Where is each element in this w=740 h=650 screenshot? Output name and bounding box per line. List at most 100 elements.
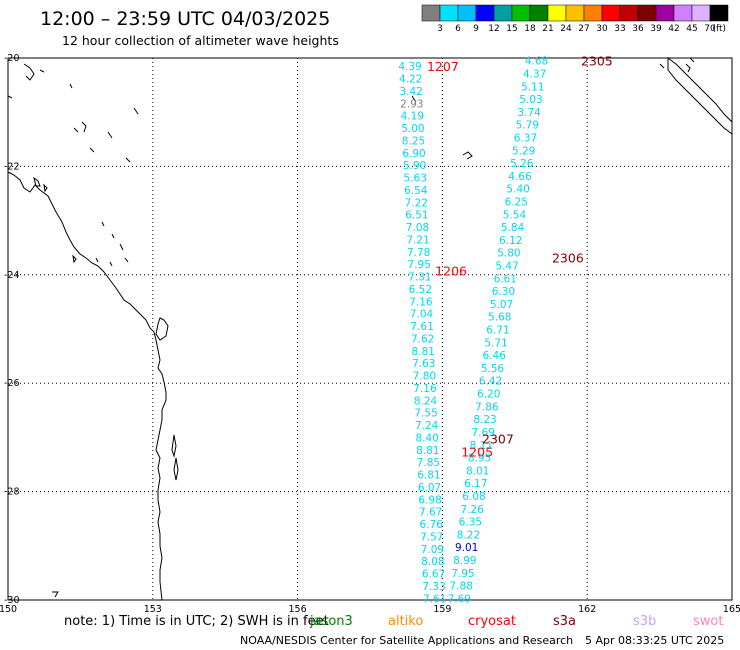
reef-island (119, 243, 124, 251)
swh-value-label: 8.23 (473, 414, 496, 426)
swh-value-label: 7.08 (406, 222, 429, 234)
scale-swatch (673, 4, 693, 22)
swh-value-label: 5.68 (488, 312, 511, 324)
swh-value-label: 5.00 (401, 123, 424, 135)
swh-value-label: 8.08 (421, 556, 444, 568)
swh-value-label: 8.99 (453, 555, 476, 567)
scale-tick-label: 39 (650, 24, 662, 34)
altimeter-track-b: 4.684.375.115.033.745.796.375.295.264.66… (448, 56, 549, 606)
lord-howe-marker (52, 591, 59, 598)
swh-value-label: 8.25 (402, 135, 425, 147)
scale-swatch (565, 4, 585, 22)
longitude-tick-label: 156 (289, 604, 307, 615)
swh-value-label: 4.68 (525, 56, 548, 68)
swh-value-label: 6.20 (477, 389, 500, 401)
new-caledonia-islet (689, 57, 695, 63)
map-area: 4.394.223.422.934.195.008.256.905.905.63… (7, 54, 733, 606)
swh-value-label: 7.69 (472, 427, 495, 439)
scale-tick-label: 18 (524, 24, 536, 34)
swh-value-label: 5.47 (495, 261, 518, 273)
scale-tick-label: 33 (614, 24, 625, 34)
coral-sea-reef (133, 107, 139, 115)
pass-time-label: 1206 (435, 263, 467, 278)
swh-color-scale: 3 6 9 12 15 18 21 24 27 30 33 36 39 42 45 70(ft) (421, 4, 729, 34)
legend-item-jason3: jason3 (309, 614, 353, 629)
legend-item-s3a: s3a (553, 614, 576, 629)
swh-value-label: 6.30 (492, 286, 515, 298)
legend-item-altiko: altiko (388, 614, 423, 629)
scale-tick-label: 42 (668, 24, 679, 34)
latitude-tick-label: -20 (4, 53, 20, 64)
swh-value-label: 4.22 (399, 74, 422, 86)
swh-value-label: 6.35 (459, 517, 482, 529)
stradbroke-island (173, 457, 179, 481)
scale-swatch (655, 4, 675, 22)
swh-value-label: 7.78 (407, 247, 430, 259)
new-caledonia-islet (685, 63, 691, 73)
fraser-island (155, 317, 169, 341)
reef-island (43, 183, 48, 193)
swh-value-label: 4.66 (508, 171, 532, 183)
swh-value-label: 5.63 (404, 173, 427, 185)
scale-tick-label: 30 (596, 24, 608, 34)
legend-item-cryosat: cryosat (468, 614, 516, 629)
scale-swatch (619, 4, 639, 22)
altimeter-track-a: 4.394.223.422.934.195.008.256.905.905.63… (398, 61, 446, 605)
scale-tick-label: 6 (455, 24, 461, 34)
swh-value-label: 7.69 (448, 593, 471, 605)
swh-value-label: 7.88 (449, 581, 472, 593)
swh-value-label: 6.61 (494, 273, 517, 285)
swh-value-label: 7.61 (423, 593, 446, 605)
swh-value-label: 6.07 (418, 482, 441, 494)
swh-value-label: 7.61 (410, 321, 433, 333)
reef-island (72, 254, 77, 264)
reef-island (111, 233, 115, 239)
swh-value-label: 7.21 (406, 234, 429, 246)
pass-time-label: 1207 (427, 59, 459, 74)
swh-value-label: 7.86 (475, 401, 499, 413)
swh-value-label: 7.80 (413, 371, 436, 383)
swh-value-label: 7.16 (413, 383, 437, 395)
swh-value-label: 8.01 (466, 465, 489, 477)
swh-value-label: 6.54 (404, 185, 428, 197)
chesterfield-reef (462, 151, 473, 160)
page-subtitle: 12 hour collection of altimeter wave hei… (62, 33, 339, 48)
legend-item-swot: swot (693, 614, 723, 629)
coral-sea-reef (107, 131, 113, 139)
swh-value-label: 3.74 (517, 107, 541, 119)
coral-sea-reef (89, 147, 95, 153)
pass-time-label: 2306 (552, 250, 584, 265)
swh-value-label: 6.52 (409, 284, 432, 296)
units-note: note: 1) Time is in UTC; 2) SWH is in fe… (64, 614, 329, 629)
scale-tick-label: 3 (437, 24, 443, 34)
legend-item-s3b: s3b (633, 614, 656, 629)
coral-sea-reef (7, 95, 13, 99)
swh-value-label: 9.01 (455, 542, 478, 554)
swh-value-label: 5.26 (510, 158, 534, 170)
swh-value-label: 6.25 (505, 197, 528, 209)
swh-value-label: 6.08 (462, 491, 485, 503)
swh-value-label: 8.81 (412, 346, 435, 358)
swh-value-label: 7.63 (412, 358, 435, 370)
swh-value-label: 8.24 (414, 395, 438, 407)
swh-value-label: 5.07 (490, 299, 513, 311)
swh-value-label: 5.54 (503, 209, 527, 221)
swh-value-label: 7.95 (451, 568, 474, 580)
scale-swatch (547, 4, 567, 22)
scale-swatch (583, 4, 603, 22)
longitude-tick-label: 150 (0, 604, 17, 615)
coral-sea-reef (73, 127, 79, 133)
swh-value-label: 7.55 (414, 408, 437, 420)
scale-tick-label: 36 (632, 24, 644, 34)
scale-swatch (691, 4, 711, 22)
swh-value-label: 3.42 (400, 86, 423, 98)
latitude-tick-labels: -20 -22 -24 -26 -28 -30 (4, 53, 20, 606)
pass-time-label: 2307 (482, 431, 514, 446)
latitude-tick-label: -22 (4, 161, 20, 172)
scale-tick-label: 27 (578, 24, 589, 34)
swh-value-label: 7.85 (417, 457, 440, 469)
swh-value-label: 7.04 (410, 309, 434, 321)
swh-value-label: 7.95 (408, 259, 431, 271)
coral-sea-reef (81, 121, 87, 133)
longitude-tick-label: 162 (578, 604, 596, 615)
